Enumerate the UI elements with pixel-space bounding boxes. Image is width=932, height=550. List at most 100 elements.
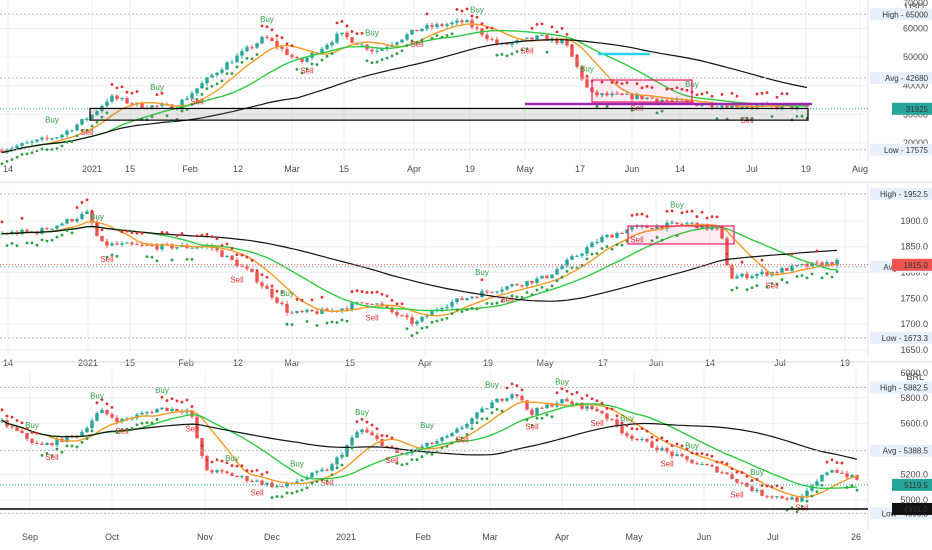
candle-body (525, 280, 529, 286)
sar-dot-bullish (455, 308, 459, 312)
sar-dot-bullish (325, 54, 329, 58)
sar-dot-bullish (55, 235, 59, 239)
candle-body (50, 138, 54, 140)
sar-dot-bearish (205, 233, 209, 236)
sar-dot-bearish (790, 252, 794, 256)
sar-dot-bullish (150, 255, 154, 259)
sar-dot-bearish (95, 401, 99, 405)
candle-body (60, 223, 64, 226)
candle-body (755, 489, 759, 491)
sar-dot-bearish (815, 249, 819, 253)
sar-dot-bullish (770, 115, 774, 118)
candle-body (750, 276, 754, 279)
sar-dot-bullish (805, 499, 809, 503)
candle-body (805, 490, 809, 496)
sar-dot-bearish (705, 216, 709, 220)
time-tick-label: 2021 (336, 532, 356, 542)
sar-dot-bearish (230, 464, 234, 467)
sar-dot-bullish (330, 320, 334, 324)
sar-dot-bearish (705, 453, 709, 457)
candle-body (475, 296, 479, 298)
candle-body (170, 104, 174, 110)
sar-dot-bullish (130, 427, 134, 430)
candle-body (545, 275, 549, 279)
candle-body (780, 268, 784, 273)
sar-dot-bearish (590, 397, 594, 401)
sar-dot-bearish (20, 421, 24, 425)
sar-dot-bearish (670, 209, 674, 213)
sar-dot-bullish (285, 491, 289, 495)
sar-dot-bullish (470, 427, 474, 431)
candle-body (550, 274, 554, 279)
sar-dot-bearish (250, 469, 254, 473)
sar-dot-bearish (735, 470, 739, 474)
candle-body (530, 280, 534, 284)
sar-dot-bearish (360, 290, 364, 293)
sar-dot-bullish (240, 60, 244, 64)
sar-dot-bearish (355, 289, 359, 293)
sar-dot-bullish (65, 444, 69, 448)
sar-dot-bearish (585, 74, 589, 78)
candle-body (615, 93, 619, 95)
sar-dot-bullish (275, 495, 279, 498)
candle-body (250, 480, 254, 482)
sar-dot-bearish (370, 291, 374, 294)
sar-dot-bullish (480, 417, 484, 421)
sar-dot-bearish (175, 234, 179, 237)
sell-signal-label: Sell (520, 47, 534, 56)
sar-dot-bearish (465, 7, 469, 11)
sar-dot-bearish (35, 431, 39, 435)
sar-dot-bullish (800, 504, 804, 508)
sar-dot-bearish (390, 298, 394, 302)
candle-body (405, 315, 409, 318)
candle-body (385, 445, 389, 447)
sar-dot-bullish (150, 115, 154, 119)
sar-dot-bullish (815, 490, 819, 494)
time-tick-label: 19 (801, 164, 811, 174)
sar-dot-bullish (45, 148, 49, 152)
candle-body (265, 482, 269, 485)
sar-dot-bullish (675, 234, 679, 237)
time-tick-label: Dec (264, 532, 281, 542)
candle-body (585, 247, 589, 254)
sar-dot-bearish (0, 220, 4, 224)
sell-signal-label: Sell (250, 488, 264, 497)
sar-dot-bullish (140, 421, 144, 425)
sar-dot-bearish (290, 44, 294, 48)
candle-body (620, 93, 624, 95)
sar-dot-bearish (310, 298, 314, 302)
candle-body (445, 306, 449, 309)
candle-body (810, 485, 814, 491)
candle-body (70, 130, 74, 132)
candle-body (440, 308, 444, 310)
candle-body (140, 244, 144, 246)
buy-signal-label: Buy (355, 408, 369, 417)
candle-body (785, 498, 789, 500)
panel-3: 5800.05600.05400.05200.05000.06000.0SepO… (0, 361, 932, 542)
sar-dot-bullish (405, 327, 409, 331)
sar-dot-bearish (270, 284, 274, 288)
sar-dot-bullish (800, 274, 804, 277)
sar-dot-bearish (750, 479, 754, 482)
sar-dot-bullish (770, 282, 774, 285)
candle-body (510, 42, 514, 45)
sar-dot-bearish (635, 82, 639, 86)
candle-body (795, 105, 799, 109)
sar-dot-bullish (305, 486, 309, 490)
sar-dot-bearish (695, 93, 699, 97)
sar-dot-bullish (450, 312, 454, 315)
sar-dot-bullish (90, 124, 94, 128)
candle-body (720, 228, 724, 239)
candle-body (45, 443, 49, 446)
candle-body (320, 308, 324, 314)
sar-dot-bearish (775, 95, 779, 99)
candle-body (610, 418, 614, 420)
slow-moving-average (1, 419, 858, 460)
sar-dot-bullish (405, 462, 409, 466)
panel-1: 60000500004000030000200007000014202115Fe… (0, 0, 932, 174)
sar-dot-bullish (380, 58, 384, 62)
sar-dot-bearish (630, 427, 634, 430)
sar-dot-bearish (635, 213, 639, 216)
sar-dot-bullish (585, 257, 589, 261)
